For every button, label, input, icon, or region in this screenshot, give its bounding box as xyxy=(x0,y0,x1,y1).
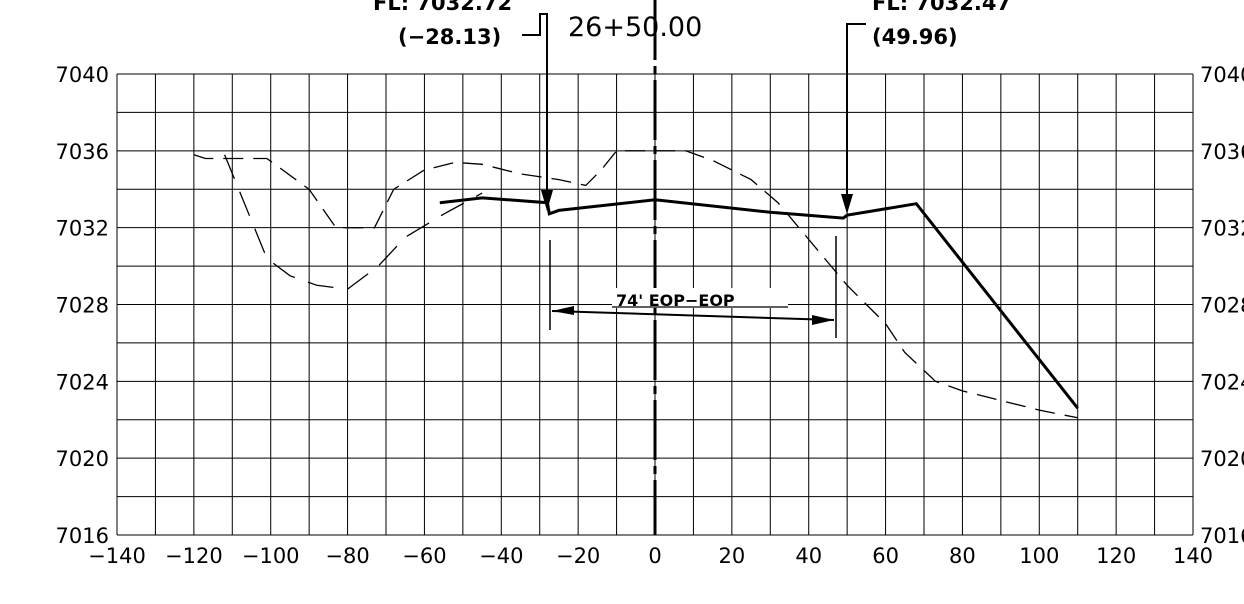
x-tick-label: −80 xyxy=(325,544,369,568)
existing-ground-profile xyxy=(193,150,1078,419)
y-tick-label-left: 7032 xyxy=(56,217,109,241)
eop-arrow-left xyxy=(552,306,574,315)
x-axis-labels: −140 −120 −100 −80 −60 −40 −20 0 20 40 60 80 100 120 1… xyxy=(88,544,1213,568)
y-tick-label-left: 7020 xyxy=(56,447,109,471)
y-tick-label-right: 7024 xyxy=(1200,370,1244,394)
y-axis-labels-right: 7040 7036 7032 7028 7024 7020 7016 xyxy=(1200,63,1244,548)
secondary-ground-profile xyxy=(223,154,483,290)
right-flowline-callout: FL: 7032.47 (49.96) xyxy=(841,0,1011,214)
left-flowline-callout: FL: 7032.72 (−28.13) xyxy=(373,0,553,211)
y-axis-labels-left: 7040 7036 7032 7028 7024 7020 7016 xyxy=(56,63,109,548)
y-tick-label-right: 7036 xyxy=(1200,140,1244,164)
y-tick-label-left: 7016 xyxy=(56,524,109,548)
x-tick-label: 100 xyxy=(1019,544,1059,568)
right-callout-arrowhead xyxy=(841,194,853,214)
left-callout-leader xyxy=(522,13,548,196)
y-tick-label-right: 7032 xyxy=(1200,217,1244,241)
right-callout-leader xyxy=(846,23,866,200)
x-tick-label: 0 xyxy=(648,544,661,568)
x-tick-label: 80 xyxy=(949,544,976,568)
y-tick-label-right: 7028 xyxy=(1200,294,1244,318)
eop-dimension-label: 74' EOP−EOP xyxy=(616,291,735,310)
x-tick-label: 40 xyxy=(795,544,822,568)
y-tick-label-right: 7016 xyxy=(1200,524,1244,548)
y-tick-label-left: 7040 xyxy=(56,63,109,87)
x-tick-label: −40 xyxy=(479,544,523,568)
x-tick-label: −140 xyxy=(88,544,146,568)
y-tick-label-left: 7028 xyxy=(56,294,109,318)
x-tick-label: −60 xyxy=(402,544,446,568)
x-tick-label: 120 xyxy=(1096,544,1136,568)
x-tick-label: −20 xyxy=(556,544,600,568)
eop-label-mask xyxy=(612,288,788,308)
y-tick-label-left: 7036 xyxy=(56,140,109,164)
y-tick-label-right: 7040 xyxy=(1200,63,1244,87)
y-tick-label-right: 7020 xyxy=(1200,447,1244,471)
left-callout-offset: (−28.13) xyxy=(398,25,501,49)
eop-dimension-line xyxy=(551,310,835,321)
left-callout-arrowhead xyxy=(541,190,553,211)
eop-dimension: 74' EOP−EOP xyxy=(549,236,837,338)
x-tick-label: 140 xyxy=(1173,544,1213,568)
x-tick-label: 20 xyxy=(718,544,745,568)
station-label: 26+50.00 xyxy=(568,12,702,43)
right-callout-elevation: FL: 7032.47 xyxy=(872,0,1011,15)
x-tick-label: −100 xyxy=(242,544,300,568)
x-tick-label: 60 xyxy=(872,544,899,568)
x-tick-label: −120 xyxy=(165,544,223,568)
eop-arrow-right xyxy=(812,315,834,325)
right-callout-offset: (49.96) xyxy=(872,25,958,49)
y-tick-label-left: 7024 xyxy=(56,370,109,394)
left-callout-elevation: FL: 7032.72 xyxy=(373,0,512,15)
